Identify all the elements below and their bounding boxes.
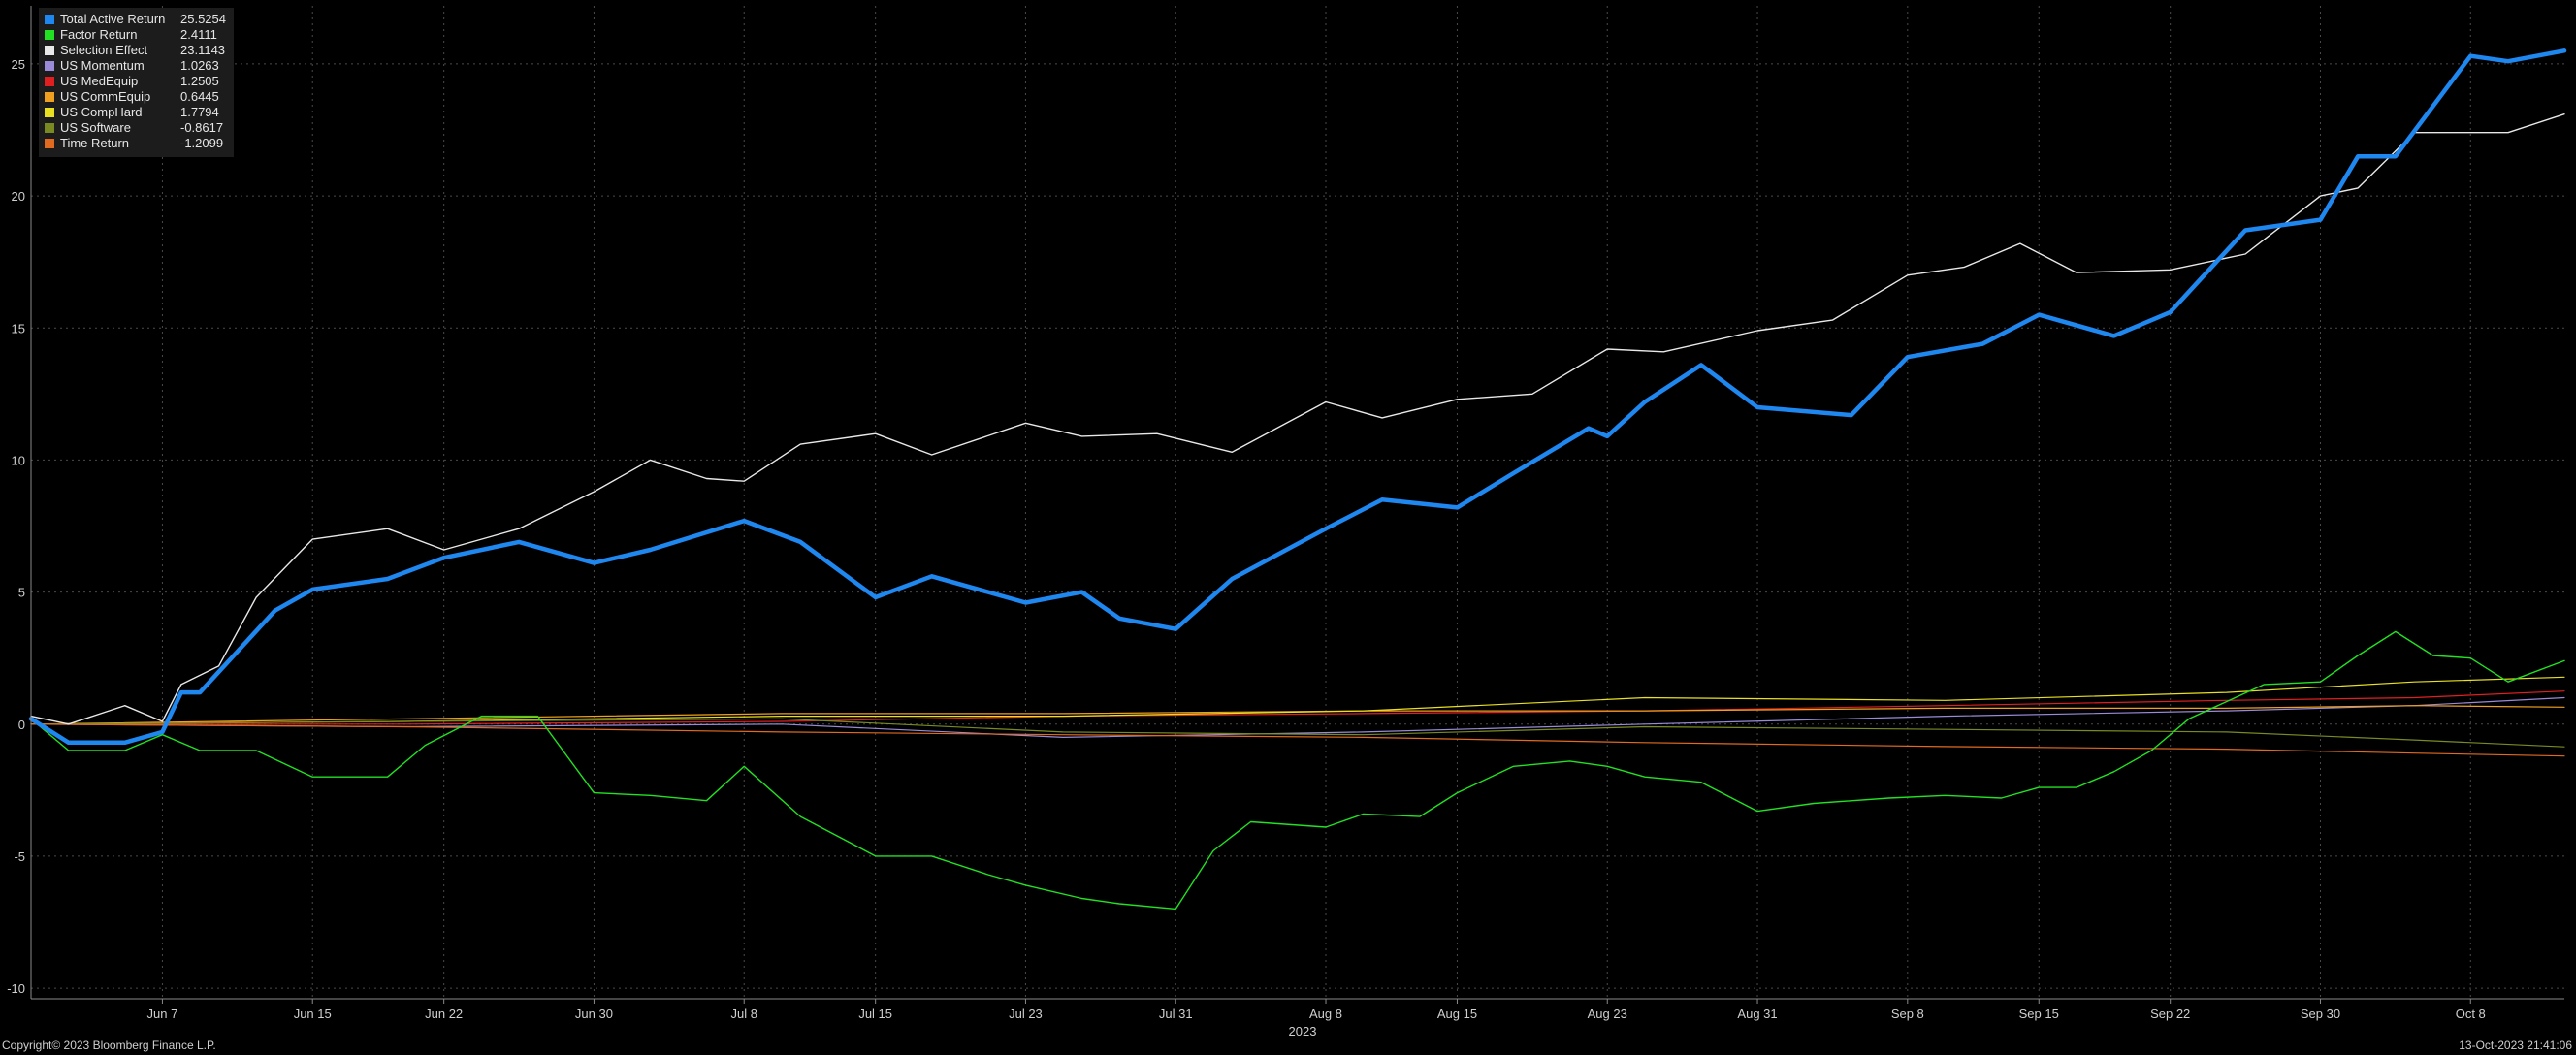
legend-entry: US Software -0.8617 (45, 120, 226, 136)
legend-swatch (45, 108, 54, 117)
x-tick-label: Jun 22 (425, 1007, 463, 1021)
x-tick-label: Sep 22 (2150, 1007, 2190, 1021)
legend-series-name: US MedEquip (60, 74, 139, 88)
x-tick-label: Jul 8 (730, 1007, 757, 1021)
legend-entry: Total Active Return 25.5254 (45, 12, 226, 27)
x-tick-label: Oct 8 (2456, 1007, 2486, 1021)
axes: -10 -5 0 5 10 15 20 25 Jun 7 Jun 15 Jun 22 Jun 30 Ju… (7, 6, 2564, 1039)
timestamp-text: 13-Oct-2023 21:41:06 (2459, 1039, 2572, 1052)
legend-swatch (45, 139, 54, 148)
legend-series-name: US CommEquip (60, 89, 151, 104)
x-tick-label: Sep 30 (2301, 1007, 2340, 1021)
y-tick-label: 20 (12, 189, 25, 204)
legend-swatch (45, 61, 54, 71)
x-tick-label: Aug 15 (1437, 1007, 1477, 1021)
y-tick-label: 15 (12, 321, 25, 336)
x-tick-label: Sep 15 (2019, 1007, 2059, 1021)
y-tick-label: 10 (12, 453, 25, 467)
copyright-text: Copyright© 2023 Bloomberg Finance L.P. (2, 1039, 216, 1052)
series-line-selection-effect (30, 112, 2565, 725)
legend-series-value: 23.1143 (180, 43, 226, 57)
x-tick-label: Jun 30 (575, 1007, 613, 1021)
y-tick-label: -10 (7, 981, 25, 996)
y-tick-label: 25 (12, 57, 25, 72)
x-tick-label: Jun 15 (294, 1007, 332, 1021)
legend-series-name: US CompHard (60, 105, 143, 119)
series-line-us-commequip (30, 705, 2565, 725)
legend-swatch (45, 30, 54, 40)
series-line-factor-return (30, 630, 2565, 911)
legend-series-value: 1.7794 (180, 105, 219, 119)
legend-series-name: US Momentum (60, 58, 145, 73)
x-tick-label: Aug 31 (1737, 1007, 1777, 1021)
x-tick-label: Aug 8 (1309, 1007, 1342, 1021)
legend-series-value: 1.0263 (180, 58, 219, 73)
y-tick-label: -5 (14, 849, 25, 864)
legend-series-value: 25.5254 (180, 12, 226, 26)
legend-swatch (45, 46, 54, 55)
legend-series-value: 2.4111 (180, 27, 217, 42)
legend-entry: US Momentum 1.0263 (45, 58, 226, 74)
legend-series-name: Factor Return (60, 27, 138, 42)
series-line-total-active-return (28, 48, 2567, 746)
legend-series-name: Total Active Return (60, 12, 166, 26)
legend-swatch (45, 92, 54, 102)
series-line-us-software (30, 718, 2565, 748)
x-tick-label: Aug 23 (1588, 1007, 1627, 1021)
legend-series-name: Time Return (60, 136, 130, 150)
series-lines (28, 48, 2567, 911)
legend: Total Active Return 25.5254 Factor Return 2… (39, 8, 234, 157)
legend-series-value: -0.8617 (180, 120, 224, 135)
legend-entry: Selection Effect 23.1143 (45, 43, 226, 58)
series-line-time-return (30, 723, 2565, 757)
legend-swatch (45, 77, 54, 86)
legend-entry: US MedEquip 1.2505 (45, 74, 226, 89)
x-year-label: 2023 (1289, 1024, 1317, 1039)
legend-series-name: US Software (60, 120, 131, 135)
series-line-us-momentum (30, 696, 2565, 739)
legend-entry: Factor Return 2.4111 (45, 27, 226, 43)
legend-entry: US CompHard 1.7794 (45, 105, 226, 120)
legend-entry: Time Return -1.2099 (45, 136, 226, 151)
legend-series-value: -1.2099 (180, 136, 224, 150)
series-line-us-medequip (30, 690, 2565, 725)
grid-lines (31, 6, 2564, 999)
x-tick-label: Jul 31 (1159, 1007, 1193, 1021)
legend-entry: US CommEquip 0.6445 (45, 89, 226, 105)
legend-series-name: Selection Effect (60, 43, 148, 57)
legend-series-value: 0.6445 (180, 89, 219, 104)
x-tick-label: Jul 15 (858, 1007, 892, 1021)
x-tick-label: Jul 23 (1009, 1007, 1043, 1021)
legend-swatch (45, 15, 54, 24)
x-tick-label: Jun 7 (147, 1007, 178, 1021)
x-tick-label: Sep 8 (1891, 1007, 1924, 1021)
y-tick-label: 5 (18, 586, 25, 600)
series-line-us-comphard (30, 676, 2565, 725)
y-tick-label: 0 (18, 718, 25, 732)
legend-series-value: 1.2505 (180, 74, 219, 88)
legend-swatch (45, 123, 54, 133)
